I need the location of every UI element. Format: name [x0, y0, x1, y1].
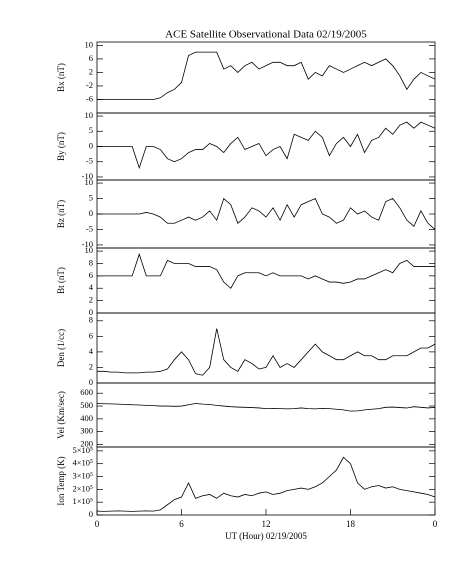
data-line [97, 328, 436, 376]
y-tick-label: -6 [86, 93, 93, 103]
y-tick-label: 0 [89, 140, 93, 150]
y-tick-label: 0 [89, 377, 93, 387]
y-tick-label: 6 [89, 330, 93, 340]
x-tick-label: 0 [95, 519, 100, 529]
data-line [96, 403, 436, 412]
y-tick-label: 5 [89, 192, 93, 202]
y-tick-label: 600 [80, 387, 93, 397]
y-tick-label: 10 [85, 177, 94, 187]
data-line [97, 252, 435, 289]
y-axis-label: By (nT) [56, 132, 66, 161]
data-line [97, 197, 436, 230]
y-tick-label: 200 [80, 438, 93, 448]
y-tick-label: 0 [89, 307, 93, 317]
panel-frame [96, 382, 436, 448]
data-line [97, 51, 436, 100]
y-tick-label: -10 [82, 239, 93, 249]
y-tick-label: 500 [80, 400, 93, 410]
y-axis-label: Vel (Km/sec) [56, 391, 66, 439]
y-axis-label: Den (1/cc) [56, 329, 66, 367]
y-axis-label: Bx (nT) [56, 63, 66, 92]
panel-frame [96, 179, 436, 249]
y-tick-label: 4×10⁵ [72, 458, 93, 468]
y-tick-label: 10 [85, 110, 94, 120]
data-line [97, 121, 436, 170]
y-axis-label: Ion Temp (K) [56, 456, 66, 505]
y-tick-label: 2×10⁵ [72, 483, 93, 493]
y-tick-label: 1×10⁵ [72, 496, 93, 506]
y-tick-label: 2 [89, 66, 93, 76]
chart-title: ACE Satellite Observational Data 02/19/2… [165, 29, 367, 41]
panel-frame [96, 446, 436, 516]
x-tick-label: 0 [433, 519, 438, 529]
y-tick-label: 0 [89, 208, 93, 218]
y-tick-label: 6 [89, 53, 93, 63]
y-axis-label: Bt (nT) [56, 267, 66, 294]
y-tick-label: 400 [80, 413, 93, 423]
y-tick-label: -10 [82, 171, 93, 181]
y-tick-label: 5×10⁵ [72, 445, 93, 455]
x-tick-label: 18 [346, 519, 356, 529]
y-tick-label: 8 [89, 315, 93, 325]
y-tick-label: 300 [80, 426, 93, 436]
y-tick-label: 8 [89, 257, 93, 267]
x-axis-label: UT (Hour) 02/19/2005 [225, 531, 307, 541]
y-tick-label: 5 [89, 125, 93, 135]
y-tick-label: 10 [85, 39, 94, 49]
y-tick-label: 2 [89, 295, 93, 305]
y-tick-label: 4 [89, 346, 94, 356]
y-tick-label: 2 [89, 361, 93, 371]
y-tick-label: 6 [89, 270, 93, 280]
y-tick-label: -5 [86, 223, 93, 233]
y-tick-label: -5 [86, 156, 93, 166]
x-tick-label: 12 [262, 519, 271, 529]
panel-frame [96, 41, 436, 114]
panel-frame [96, 247, 436, 314]
x-tick-label: 6 [179, 519, 184, 529]
data-line [96, 456, 436, 512]
y-tick-label: -2 [86, 80, 93, 90]
y-tick-label: 0 [89, 509, 93, 519]
y-tick-label: 4 [89, 282, 94, 292]
y-tick-label: 3×10⁵ [72, 470, 93, 480]
y-tick-label: 10 [85, 245, 94, 255]
y-axis-label: Bz (nT) [56, 200, 66, 228]
